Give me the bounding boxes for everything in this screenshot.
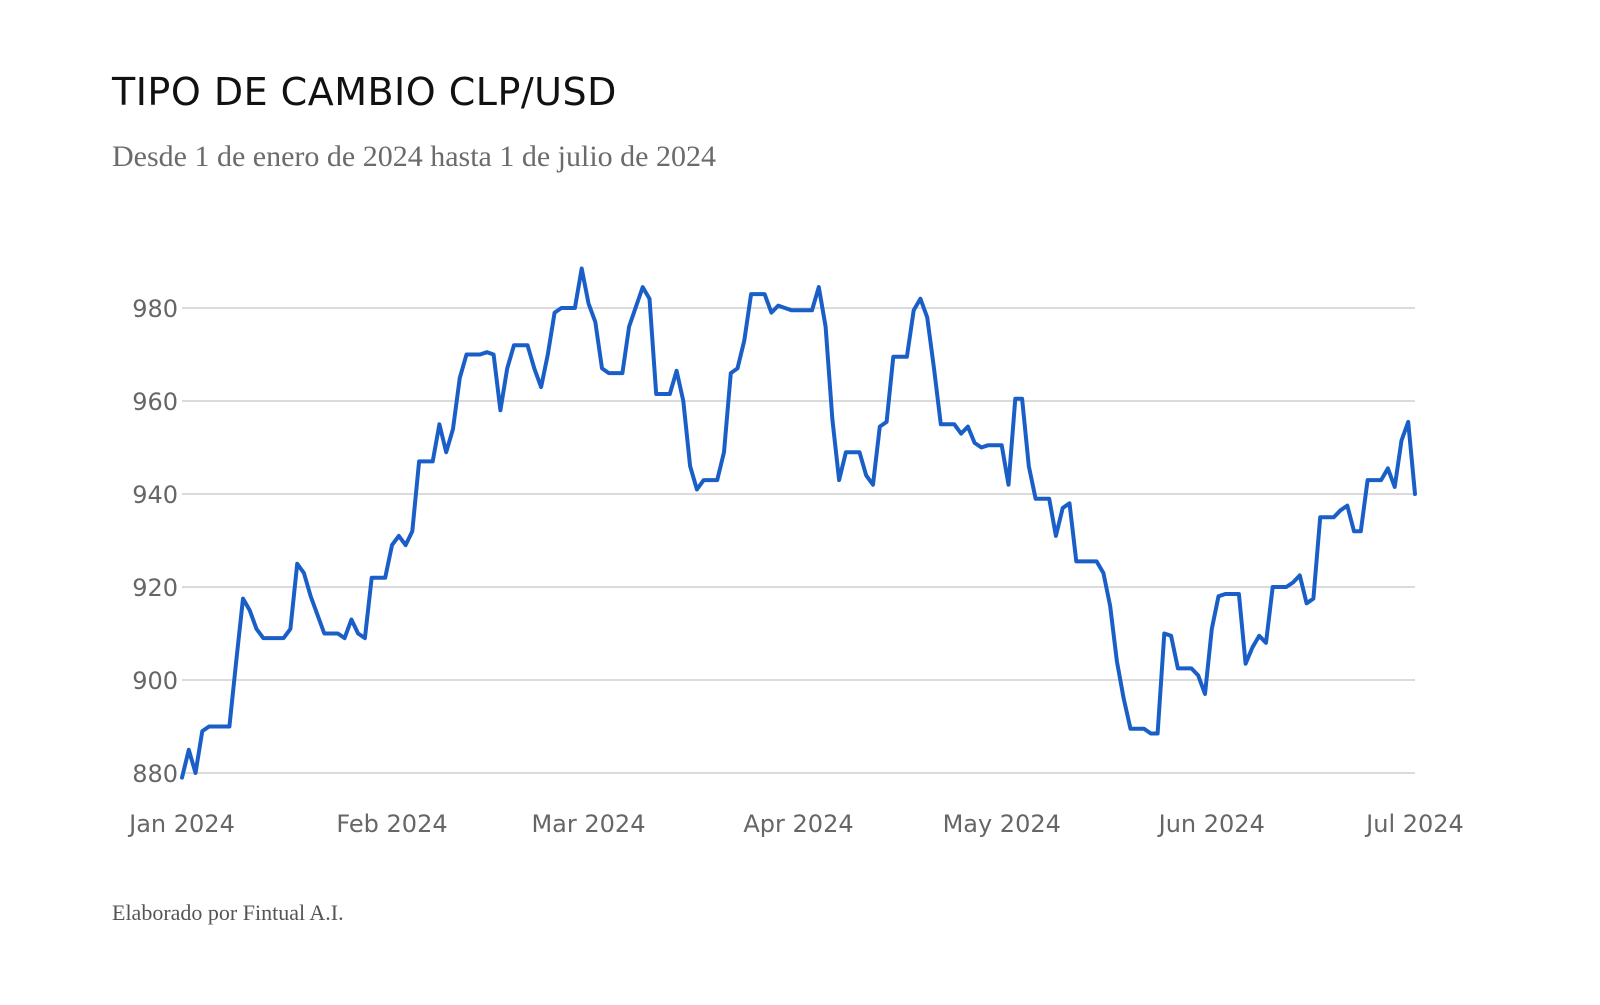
x-tick-label: Feb 2024 (336, 810, 447, 838)
x-tick-label: Jun 2024 (1157, 810, 1265, 838)
x-tick-label: Apr 2024 (743, 810, 853, 838)
series-line (180, 266, 1417, 780)
y-tick-label-900: 900 (132, 667, 178, 695)
y-tick-label-940: 940 (132, 481, 178, 509)
y-tick-label-920: 920 (132, 574, 178, 602)
x-tick-label: Jul 2024 (1364, 810, 1464, 838)
y-tick-label-980: 980 (132, 295, 178, 323)
footer-credit: Elaborado por Fintual A.I. (112, 900, 344, 925)
y-tick-label-880: 880 (132, 760, 178, 788)
chart-subtitle: Desde 1 de enero de 2024 hasta 1 de juli… (112, 140, 716, 173)
y-tick-label-960: 960 (132, 388, 178, 416)
x-tick-label: Mar 2024 (531, 810, 645, 838)
x-tick-label: Jan 2024 (127, 810, 235, 838)
chart-title: TIPO DE CAMBIO CLP/USD (112, 70, 617, 114)
x-tick-label: May 2024 (943, 810, 1061, 838)
